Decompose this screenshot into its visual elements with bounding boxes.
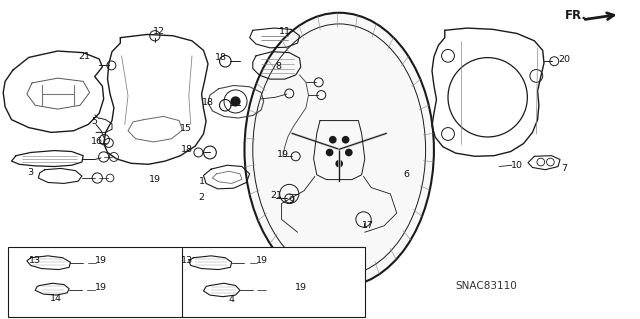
Text: 20: 20	[559, 55, 570, 63]
Text: FR.: FR.	[565, 9, 587, 22]
Text: 11: 11	[279, 27, 291, 36]
Text: 19: 19	[95, 256, 107, 265]
Text: 18: 18	[202, 98, 214, 107]
Text: 15: 15	[180, 124, 191, 133]
Text: SNAC83110: SNAC83110	[456, 280, 517, 291]
Text: 5: 5	[92, 117, 98, 126]
Text: 9: 9	[288, 196, 294, 205]
Text: 7: 7	[561, 164, 568, 173]
Circle shape	[342, 136, 349, 144]
Text: 8: 8	[275, 62, 282, 71]
Text: 19: 19	[295, 283, 307, 292]
Text: 19: 19	[95, 283, 107, 292]
Circle shape	[335, 160, 343, 167]
Text: 17: 17	[362, 221, 374, 230]
Text: 4: 4	[228, 295, 235, 304]
Text: 13: 13	[29, 256, 41, 265]
Text: 18: 18	[181, 145, 193, 154]
Circle shape	[326, 149, 333, 156]
Text: 19: 19	[149, 175, 161, 184]
Circle shape	[329, 136, 337, 144]
Text: 16: 16	[92, 137, 103, 146]
Text: 6: 6	[403, 170, 410, 179]
Circle shape	[230, 96, 241, 107]
Text: 21: 21	[79, 52, 90, 61]
Text: 19: 19	[257, 256, 268, 265]
Text: 19: 19	[277, 150, 289, 159]
Text: 10: 10	[511, 161, 523, 170]
Text: 18: 18	[215, 53, 227, 62]
Text: 1: 1	[198, 177, 205, 186]
Bar	[8, 247, 365, 317]
Text: 13: 13	[181, 256, 193, 265]
Text: 14: 14	[51, 294, 62, 303]
Circle shape	[345, 149, 353, 156]
Ellipse shape	[244, 13, 434, 287]
Text: 21: 21	[271, 191, 282, 200]
Text: 2: 2	[198, 193, 205, 202]
Text: 3: 3	[28, 168, 34, 177]
Text: 12: 12	[153, 27, 164, 36]
